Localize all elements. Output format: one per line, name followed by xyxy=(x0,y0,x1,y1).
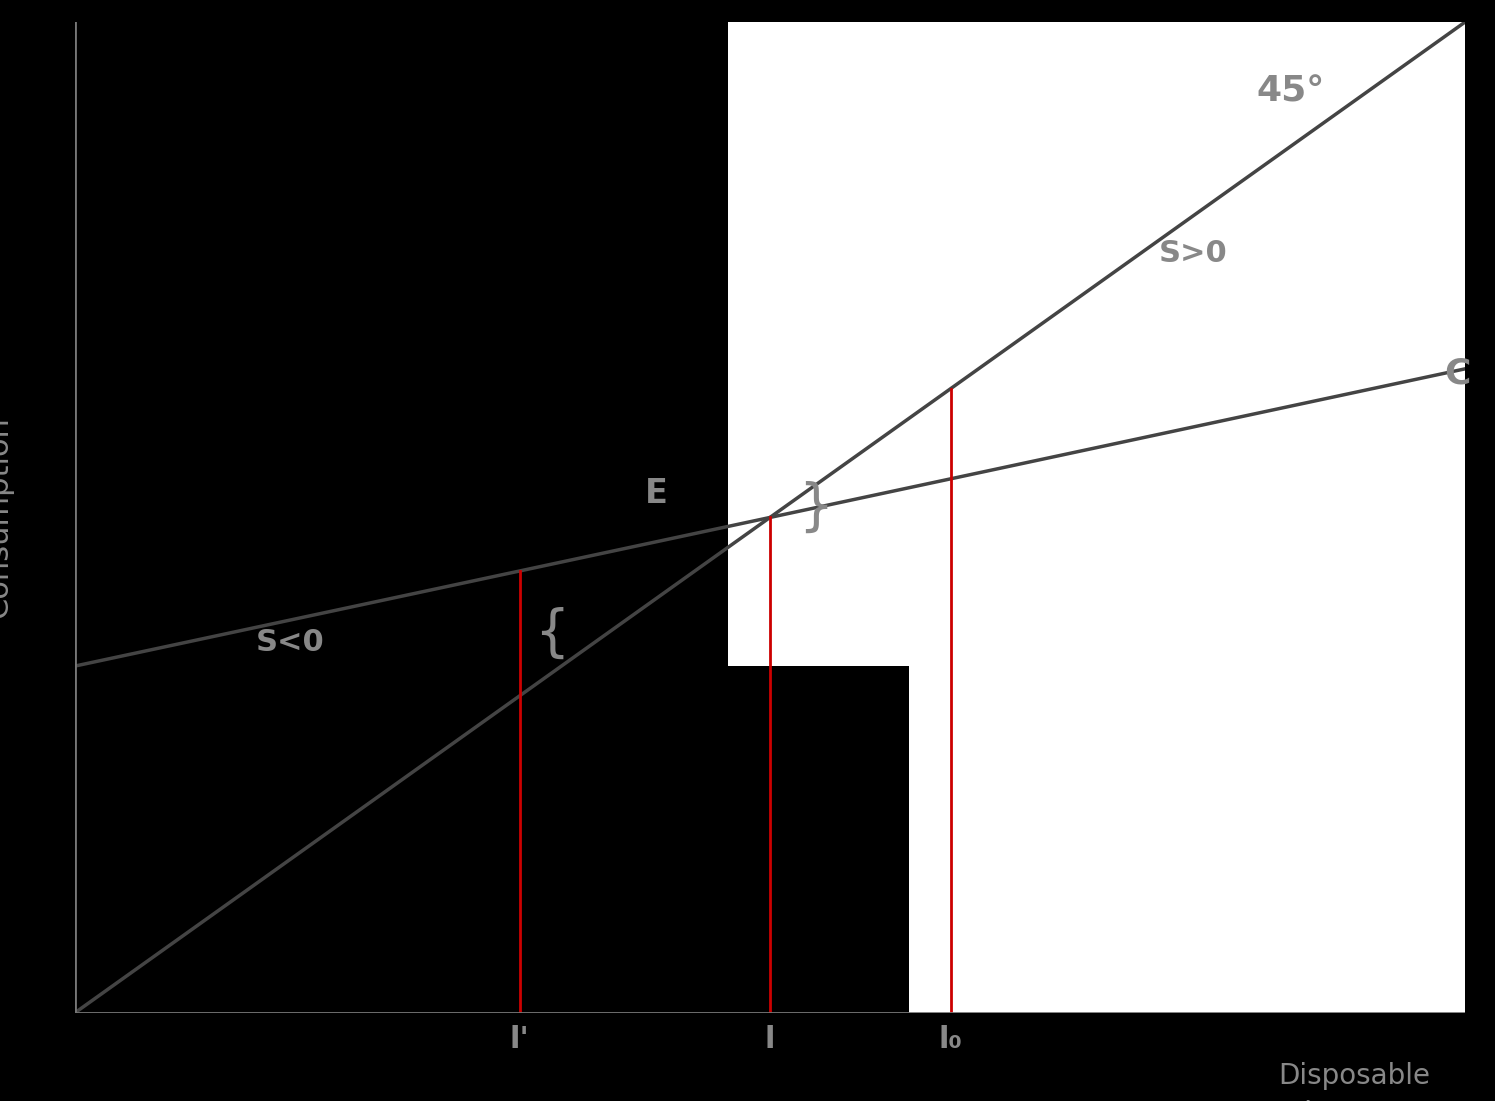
Bar xyxy=(728,498,1465,666)
Text: S<0: S<0 xyxy=(256,629,324,657)
Text: Disposable
Income: Disposable Income xyxy=(1278,1062,1429,1101)
Text: S>0: S>0 xyxy=(1159,239,1227,268)
Text: l: l xyxy=(764,1025,776,1054)
Text: l₀: l₀ xyxy=(939,1025,963,1054)
Bar xyxy=(909,666,1465,1013)
Text: 45°: 45° xyxy=(1256,74,1325,108)
Text: Consumption: Consumption xyxy=(0,416,13,619)
Text: C: C xyxy=(1444,357,1471,390)
Text: l': l' xyxy=(510,1025,529,1054)
Bar xyxy=(728,22,1465,498)
Text: }: } xyxy=(798,481,833,535)
Text: {: { xyxy=(534,607,570,661)
Text: E: E xyxy=(644,477,668,510)
